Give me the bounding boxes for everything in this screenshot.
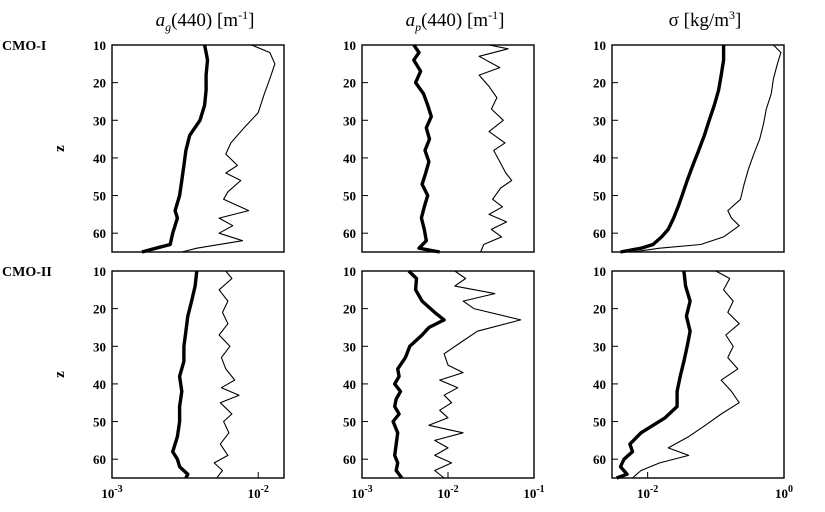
x-tick-label: 10-1	[523, 484, 544, 501]
column-title-0: ag(440) [m-1]	[156, 8, 255, 34]
plot-frame	[611, 44, 785, 253]
panel-cmo-ii-sigma: 10 20 30 40 50 60 10-2 100	[593, 264, 793, 501]
x-tick-label: 10-3	[101, 484, 122, 501]
y-axis-label: z	[52, 145, 68, 152]
plot-frame	[111, 270, 285, 479]
plot-frame	[111, 44, 285, 253]
series-line-thick	[391, 269, 446, 480]
y-tick-label: 50	[343, 415, 356, 430]
y-tick-label: 60	[93, 452, 106, 467]
series-line-thick	[620, 45, 726, 254]
series-line-thin	[428, 270, 522, 479]
y-tick-label: 40	[343, 377, 356, 392]
plot-frame	[361, 270, 535, 479]
y-tick-label: 10	[343, 264, 356, 279]
series-line-thick	[412, 44, 441, 254]
y-tick-label: 30	[593, 113, 606, 128]
y-tick-label: 20	[93, 302, 106, 317]
series-line-thick	[616, 270, 692, 480]
y-axis-label: z	[52, 371, 68, 378]
y-tick-label: 30	[343, 113, 356, 128]
y-tick-label: 50	[593, 189, 606, 204]
panel-cmo-ii-ag440: 10 20 30 40 50 60 10-3 10-2 z	[52, 264, 285, 501]
y-tick-label: 10	[93, 38, 106, 53]
y-tick-label: 30	[593, 339, 606, 354]
y-tick-label: 20	[343, 302, 356, 317]
y-tick-label: 40	[93, 151, 106, 166]
y-tick-label: 50	[343, 189, 356, 204]
plot-frame	[361, 44, 535, 253]
series-line-thick	[171, 270, 199, 479]
plot-frame	[611, 270, 785, 479]
y-tick-label: 40	[593, 377, 606, 392]
y-tick-label: 60	[593, 226, 606, 241]
y-tick-label: 10	[343, 38, 356, 53]
y-tick-label: 30	[93, 113, 106, 128]
series-line-thick	[141, 44, 210, 254]
x-tick-label: 10-3	[351, 484, 372, 501]
panel-cmo-i-sigma: 10 20 30 40 50 60	[593, 38, 785, 254]
series-line-thin	[213, 270, 240, 479]
x-tick-label: 10-2	[437, 484, 458, 501]
y-tick-label: 10	[93, 264, 106, 279]
y-tick-label: 50	[93, 415, 106, 430]
y-tick-label: 40	[93, 377, 106, 392]
panel-cmo-i-ap440: 10 20 30 40 50 60	[343, 38, 535, 254]
y-tick-label: 60	[93, 226, 106, 241]
x-tick-label: 10-2	[248, 484, 269, 501]
row-label-cmo-i: CMO-I	[2, 39, 46, 54]
panel-cmo-i-ag440: 10 20 30 40 50 60 z	[52, 38, 285, 254]
column-title-2: σ [kg/m3]	[669, 8, 742, 31]
y-tick-label: 40	[343, 151, 356, 166]
row-label-cmo-ii: CMO-II	[2, 265, 52, 280]
x-tick-label: 10-2	[637, 484, 658, 501]
y-tick-label: 50	[593, 415, 606, 430]
series-line-thin	[181, 44, 276, 253]
y-tick-label: 10	[593, 38, 606, 53]
series-line-thin	[632, 270, 740, 479]
series-line-thin	[478, 44, 513, 253]
y-tick-label: 60	[343, 226, 356, 241]
y-tick-label: 50	[93, 189, 106, 204]
y-tick-label: 10	[593, 264, 606, 279]
series-line-thin	[632, 44, 782, 253]
y-tick-label: 60	[593, 452, 606, 467]
y-tick-label: 30	[93, 339, 106, 354]
panel-cmo-ii-ap440: 10 20 30 40 50 60 10-3 10-2 10-1	[343, 264, 545, 501]
y-tick-label: 20	[593, 302, 606, 317]
y-tick-label: 40	[593, 151, 606, 166]
x-tick-label: 100	[775, 484, 793, 501]
y-tick-label: 20	[93, 76, 106, 91]
y-tick-label: 20	[593, 76, 606, 91]
y-tick-label: 30	[343, 339, 356, 354]
column-title-1: ap(440) [m-1]	[406, 8, 505, 34]
y-tick-label: 20	[343, 76, 356, 91]
y-tick-label: 60	[343, 452, 356, 467]
